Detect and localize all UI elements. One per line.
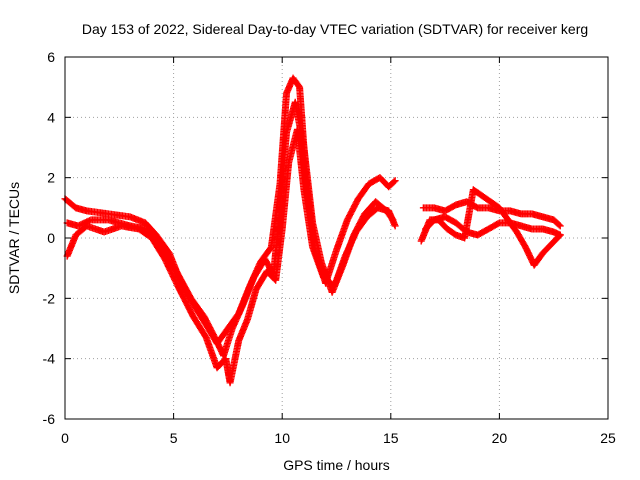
data-point — [555, 232, 563, 240]
x-axis-label: GPS time / hours — [283, 457, 390, 473]
y-tick-label: 0 — [47, 230, 55, 246]
series-track-b — [63, 98, 397, 360]
data-point — [391, 222, 399, 230]
data-markers — [61, 74, 564, 387]
y-tick-label: -4 — [43, 351, 56, 367]
data-point — [555, 221, 563, 229]
chart-title: Day 153 of 2022, Sidereal Day-to-day VTE… — [82, 21, 588, 37]
y-tick-label: -6 — [43, 411, 56, 427]
x-tick-label: 25 — [600, 430, 616, 446]
y-tick-label: -2 — [43, 290, 56, 306]
grid-lines — [65, 57, 608, 419]
x-tick-label: 5 — [170, 430, 178, 446]
tick-labels: 0 5 10 15 20 25 -6 -4 -2 0 2 4 6 — [43, 49, 616, 446]
x-tick-label: 0 — [61, 430, 69, 446]
series-track-f — [417, 186, 564, 269]
y-axis-label: SDTVAR / TECUs — [6, 182, 22, 294]
y-tick-label: 6 — [47, 49, 55, 65]
axis-ticks — [64, 56, 609, 420]
y-tick-label: 4 — [47, 109, 55, 125]
data-point — [391, 177, 399, 185]
x-tick-label: 20 — [492, 430, 508, 446]
series-track-a — [61, 74, 399, 348]
plot-frame — [64, 56, 609, 420]
data-point — [556, 222, 564, 230]
x-tick-label: 15 — [383, 430, 399, 446]
y-tick-label: 2 — [47, 170, 55, 186]
x-tick-label: 10 — [274, 430, 290, 446]
series-track-c — [63, 125, 399, 387]
data-point — [390, 178, 398, 186]
data-point — [556, 231, 564, 239]
